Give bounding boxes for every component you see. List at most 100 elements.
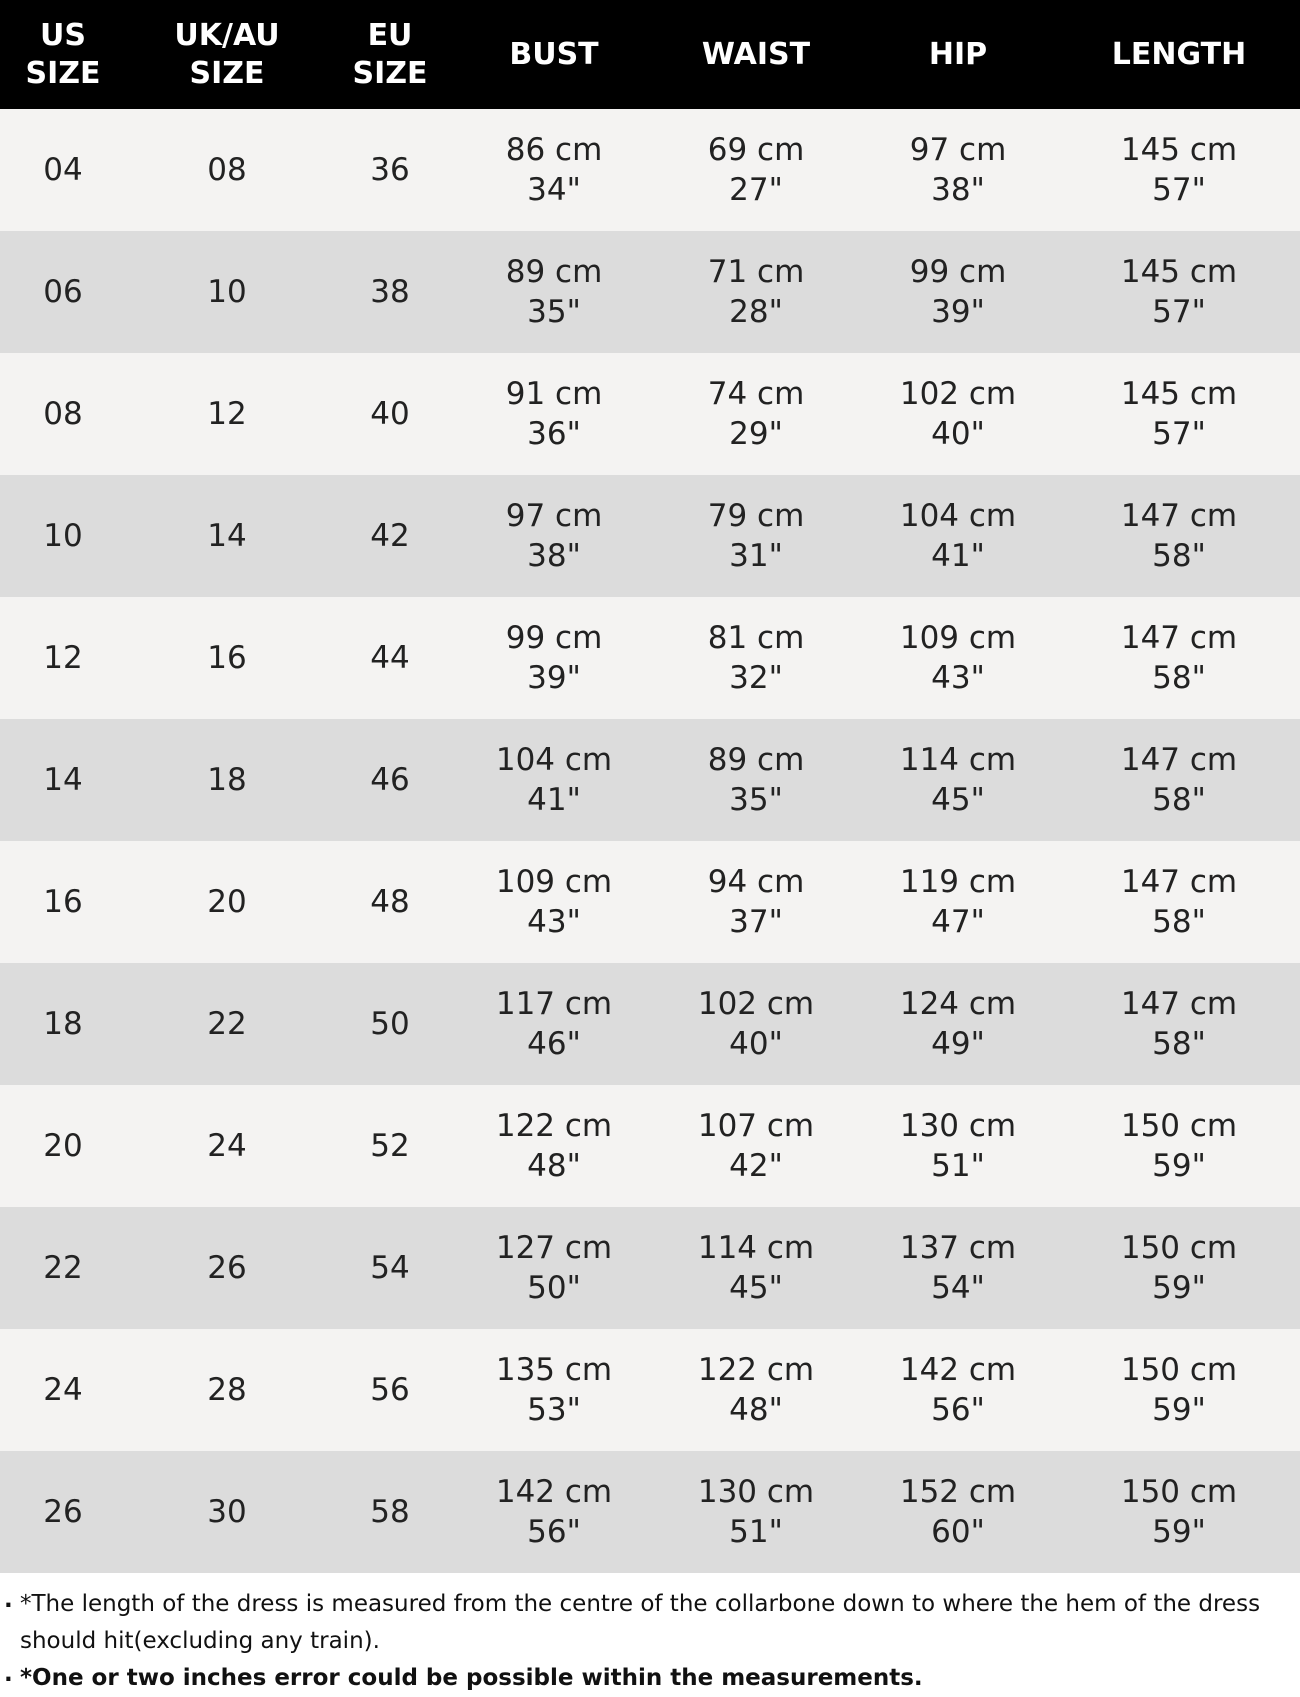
table-cell: 16 <box>207 640 247 676</box>
table-row: 24 28 56 135 cm 53" 122 cm 48" 142 cm 56" 150 cm 5… <box>0 1329 1300 1451</box>
cell-line: 54" <box>931 1270 985 1306</box>
table-cell: 122 cm 48" <box>646 1329 866 1451</box>
cell-line: 58" <box>1152 1026 1206 1062</box>
table-cell: 147 cm 58" <box>1069 719 1289 841</box>
cell-line: 47" <box>931 904 985 940</box>
cell-line: 38" <box>931 172 985 208</box>
table-cell: 102 cm 40" <box>848 353 1068 475</box>
cell-line: LENGTH <box>1111 36 1247 72</box>
table-cell: 152 cm 60" <box>848 1451 1068 1573</box>
cell-line: 51" <box>729 1514 783 1550</box>
cell-line: 43" <box>527 904 581 940</box>
cell-line: 97 cm <box>505 498 603 534</box>
cell-line: 34" <box>527 172 581 208</box>
cell-line: 56" <box>931 1392 985 1428</box>
header-cell: WAIST <box>646 0 866 109</box>
table-row: 26 30 58 142 cm 56" 130 cm 51" 152 cm 60" 150 cm 5… <box>0 1451 1300 1573</box>
cell-line: EU <box>367 17 413 53</box>
cell-line: 150 cm <box>1120 1352 1238 1388</box>
table-cell: 104 cm 41" <box>444 719 664 841</box>
cell-line: 150 cm <box>1120 1230 1238 1266</box>
header-cell: US SIZE <box>0 0 173 109</box>
cell-line: 58" <box>1152 538 1206 574</box>
cell-line: SIZE <box>189 55 265 91</box>
cell-line: WAIST <box>701 36 811 72</box>
table-cell: 58 <box>370 1494 410 1530</box>
note: *The length of the dress is measured fro… <box>0 1582 1280 1660</box>
table-row: 16 20 48 109 cm 43" 94 cm 37" 119 cm 47" 147 cm 58… <box>0 841 1300 963</box>
table-cell: 81 cm 32" <box>646 597 866 719</box>
table-cell: 56 <box>370 1372 410 1408</box>
table-cell: 147 cm 58" <box>1069 597 1289 719</box>
cell-line: 29" <box>729 416 783 452</box>
table-row: 10 14 42 97 cm 38" 79 cm 31" 104 cm 41" 147 cm 58" <box>0 475 1300 597</box>
cell-line: 31" <box>729 538 783 574</box>
table-cell: 50 <box>370 1006 410 1042</box>
table-cell: 10 <box>207 274 247 310</box>
cell-line: 39" <box>527 660 581 696</box>
table-cell: 142 cm 56" <box>444 1451 664 1573</box>
table-cell: 18 <box>207 762 247 798</box>
table-cell: 124 cm 49" <box>848 963 1068 1085</box>
table-cell: 28 <box>207 1372 247 1408</box>
cell-line: 152 cm <box>899 1474 1017 1510</box>
table-cell: 04 <box>43 152 83 188</box>
table-cell: 08 <box>207 152 247 188</box>
cell-line: 41" <box>527 782 581 818</box>
table-cell: 150 cm 59" <box>1069 1085 1289 1207</box>
cell-line: 130 cm <box>697 1474 815 1510</box>
cell-line: 99 cm <box>909 254 1007 290</box>
table-cell: 135 cm 53" <box>444 1329 664 1451</box>
cell-line: 150 cm <box>1120 1474 1238 1510</box>
cell-line: 59" <box>1152 1270 1206 1306</box>
cell-line: 57" <box>1152 172 1206 208</box>
cell-line: 74 cm <box>707 376 805 412</box>
cell-line: 49" <box>931 1026 985 1062</box>
cell-line: 114 cm <box>697 1230 815 1266</box>
table-cell: 150 cm 59" <box>1069 1451 1289 1573</box>
table-cell: 06 <box>43 274 83 310</box>
table-cell: 14 <box>43 762 83 798</box>
cell-line: 124 cm <box>899 986 1017 1022</box>
table-cell: 48 <box>370 884 410 920</box>
table-cell: 12 <box>43 640 83 676</box>
cell-line: 104 cm <box>899 498 1017 534</box>
cell-line: 45" <box>729 1270 783 1306</box>
table-cell: 130 cm 51" <box>848 1085 1068 1207</box>
table-cell: 150 cm 59" <box>1069 1329 1289 1451</box>
cell-line: 109 cm <box>899 620 1017 656</box>
cell-line: 97 cm <box>909 132 1007 168</box>
table-cell: 08 <box>43 396 83 432</box>
table-cell: 107 cm 42" <box>646 1085 866 1207</box>
cell-line: 109 cm <box>495 864 613 900</box>
cell-line: 130 cm <box>899 1108 1017 1144</box>
cell-line: 59" <box>1152 1514 1206 1550</box>
table-cell: 18 <box>43 1006 83 1042</box>
cell-line: 43" <box>931 660 985 696</box>
cell-line: 147 cm <box>1120 620 1238 656</box>
table-cell: 145 cm 57" <box>1069 109 1289 231</box>
table-cell: 30 <box>207 1494 247 1530</box>
cell-line: 147 cm <box>1120 498 1238 534</box>
cell-line: 69 cm <box>707 132 805 168</box>
table-cell: 99 cm 39" <box>848 231 1068 353</box>
cell-line: 51" <box>931 1148 985 1184</box>
table-cell: 69 cm 27" <box>646 109 866 231</box>
cell-line: 150 cm <box>1120 1108 1238 1144</box>
cell-line: 122 cm <box>495 1108 613 1144</box>
table-cell: 44 <box>370 640 410 676</box>
header-cell: UK/AU SIZE <box>117 0 337 109</box>
table-cell: 14 <box>207 518 247 554</box>
cell-line: 38" <box>527 538 581 574</box>
cell-line: 57" <box>1152 294 1206 330</box>
table-cell: 109 cm 43" <box>444 841 664 963</box>
cell-line: 28" <box>729 294 783 330</box>
table-cell: 102 cm 40" <box>646 963 866 1085</box>
table-cell: 22 <box>207 1006 247 1042</box>
cell-line: 102 cm <box>899 376 1017 412</box>
table-cell: 86 cm 34" <box>444 109 664 231</box>
table-cell: 130 cm 51" <box>646 1451 866 1573</box>
table-row: 06 10 38 89 cm 35" 71 cm 28" 99 cm 39" 145 cm 57" <box>0 231 1300 353</box>
table-cell: 42 <box>370 518 410 554</box>
table-cell: 99 cm 39" <box>444 597 664 719</box>
